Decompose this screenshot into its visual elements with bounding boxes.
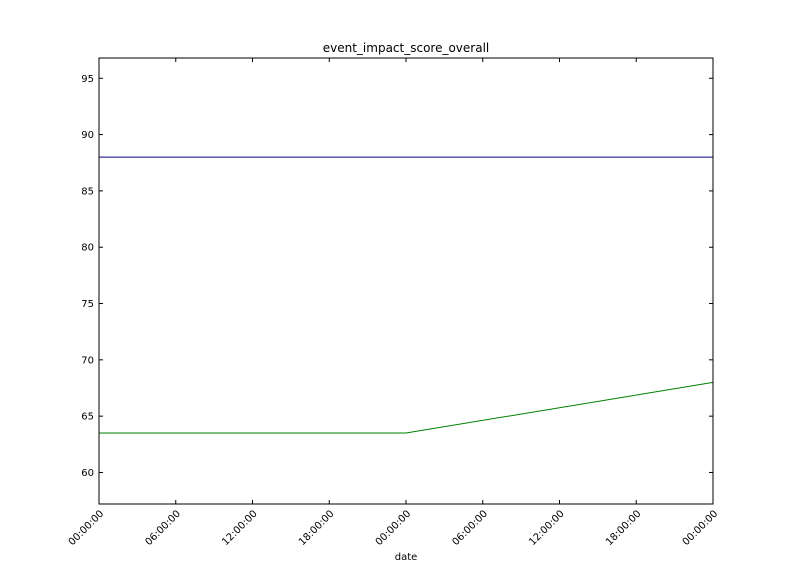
y-tick-label: 65: [81, 412, 94, 423]
chart-title: event_impact_score_overall: [323, 41, 490, 55]
y-tick-label: 85: [81, 186, 94, 197]
x-axis-label: date: [395, 552, 418, 563]
y-tick-label: 60: [81, 468, 94, 479]
y-axis: 60 65 70 75 80 85 90 95: [81, 74, 713, 479]
series-line-2: [99, 381, 714, 434]
y-tick-label: 90: [81, 130, 94, 141]
y-tick-label: 70: [81, 355, 94, 366]
y-tick-label: 75: [81, 299, 94, 310]
plot-area: [99, 58, 713, 504]
y-tick-label: 95: [81, 74, 94, 85]
y-tick-label: 80: [81, 243, 94, 254]
series-layer: [99, 156, 714, 434]
